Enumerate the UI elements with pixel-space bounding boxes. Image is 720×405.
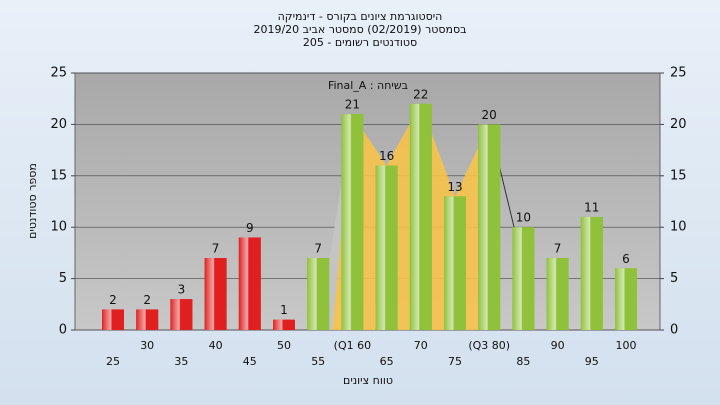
y2-tick-label: 10 <box>670 220 687 235</box>
annotation: Final_A : בשיחה <box>328 79 408 92</box>
chart-subtitle: 205 - סטודנטים רשומים <box>303 36 417 49</box>
x-tick-label: 25 <box>106 355 120 368</box>
y2-tick-label: 0 <box>670 323 678 338</box>
value-label: 13 <box>447 180 462 194</box>
bar <box>170 299 193 330</box>
bar <box>580 216 603 330</box>
y-tick-label: 25 <box>50 66 67 81</box>
value-label: 2 <box>109 293 117 307</box>
bar <box>238 237 261 330</box>
value-label: 16 <box>379 149 394 163</box>
bar <box>546 258 569 330</box>
y-tick-label: 10 <box>50 220 67 235</box>
bar <box>615 268 637 330</box>
x-tick-label: 35 <box>174 355 188 368</box>
value-label: 6 <box>622 252 630 266</box>
x-tick-label: 70 <box>414 339 428 352</box>
value-label: 10 <box>516 211 531 225</box>
x-tick-label: 75 <box>448 355 462 368</box>
x-tick-label: (Q3 80) <box>468 339 510 352</box>
x-tick-label: 30 <box>140 339 154 352</box>
x-tick-label: 45 <box>243 355 257 368</box>
bar <box>204 258 227 330</box>
y2-tick-label: 15 <box>670 168 687 183</box>
bar <box>375 165 398 330</box>
x-tick-label: 50 <box>277 339 291 352</box>
value-label: 21 <box>345 98 360 112</box>
value-label: 3 <box>178 283 186 297</box>
y-tick-label: 20 <box>50 117 67 132</box>
value-label: 7 <box>212 242 220 256</box>
value-label: 20 <box>482 108 497 122</box>
bar <box>307 258 330 330</box>
bar <box>273 319 295 330</box>
value-label: 22 <box>413 87 428 101</box>
y2-tick-label: 20 <box>670 117 687 132</box>
chart-subtitle: בסמסטר (02/2019) סמסטר אביב 2019/20 <box>253 23 466 36</box>
y2-tick-label: 25 <box>670 66 687 81</box>
y2-tick-label: 5 <box>670 271 678 286</box>
bar <box>512 227 535 330</box>
y-tick-label: 5 <box>59 271 67 286</box>
bar <box>478 124 501 331</box>
value-label: 9 <box>246 221 254 235</box>
bar <box>136 309 159 330</box>
bar <box>341 114 364 331</box>
value-label: 2 <box>143 293 151 307</box>
x-tick-label: 85 <box>516 355 530 368</box>
x-tick-label: 40 <box>209 339 223 352</box>
value-label: 11 <box>584 200 599 214</box>
value-label: 7 <box>554 242 562 256</box>
y-axis-label: מספר סטודנטים <box>26 163 39 239</box>
x-tick-label: 100 <box>616 339 637 352</box>
y-tick-label: 15 <box>50 168 67 183</box>
chart-title: היסטוגרמת ציונים בקורס - דינמיקה <box>278 10 443 23</box>
value-label: 7 <box>314 242 322 256</box>
x-axis-label: טווח ציונים <box>343 374 393 387</box>
x-tick-label: 65 <box>380 355 394 368</box>
x-tick-label: 90 <box>551 339 565 352</box>
y-tick-label: 0 <box>59 323 67 338</box>
bar <box>102 309 124 330</box>
x-tick-label: (Q1 60 <box>334 339 371 352</box>
bar <box>444 196 466 330</box>
x-tick-label: 55 <box>311 355 325 368</box>
bar <box>409 103 432 330</box>
x-tick-label: 95 <box>585 355 599 368</box>
value-label: 1 <box>280 303 288 317</box>
